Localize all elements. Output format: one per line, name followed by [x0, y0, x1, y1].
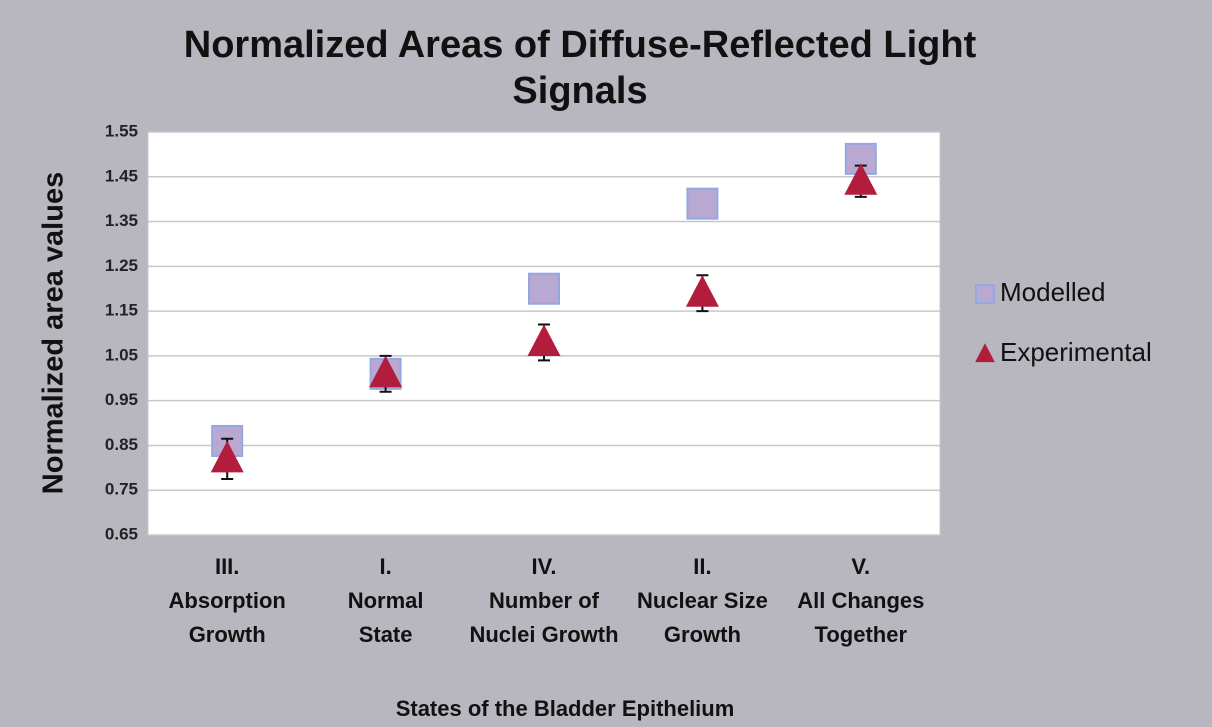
- y-tick-label: 1.05: [105, 345, 138, 364]
- experimental-point: [685, 275, 719, 307]
- experimental-point: [210, 440, 244, 473]
- experimental-point: [369, 355, 403, 388]
- x-tick-label: I. Normal State: [347, 554, 424, 647]
- modelled-point: [686, 187, 719, 220]
- modelled-point: [528, 272, 560, 305]
- x-tick-label: V. All Changes Together: [797, 554, 925, 647]
- chart-title: Normalized Areas of Diffuse-Reflected Li…: [183, 24, 977, 112]
- x-axis-label: States of the Bladder Epithelium: [396, 696, 735, 721]
- y-tick-label: 0.85: [105, 435, 138, 454]
- x-tick-label: III. Absorption Growth: [168, 554, 286, 647]
- y-tick-label: 0.65: [105, 524, 138, 543]
- legend-marker: [975, 343, 995, 363]
- y-axis-label: Normalized area values: [38, 172, 70, 494]
- x-tick-label: II. Nuclear Size Growth: [636, 554, 768, 647]
- x-tick-label: IV. Number of Nuclei Growth: [469, 554, 619, 647]
- legend-label: Modelled: [1000, 277, 1106, 307]
- legend-marker: [975, 284, 995, 304]
- legend-label: Experimental: [1000, 337, 1152, 367]
- experimental-point: [527, 324, 561, 356]
- y-tick-label: 1.55: [105, 121, 138, 140]
- modelled-point: [844, 142, 877, 175]
- experimental-point: [844, 163, 878, 195]
- y-tick-label: 0.95: [105, 390, 138, 409]
- y-tick-label: 1.45: [105, 166, 138, 185]
- y-tick-label: 1.25: [105, 256, 138, 275]
- y-tick-label: 1.15: [105, 301, 138, 320]
- y-tick-label: 1.35: [105, 211, 138, 230]
- y-tick-label: 0.75: [105, 480, 138, 499]
